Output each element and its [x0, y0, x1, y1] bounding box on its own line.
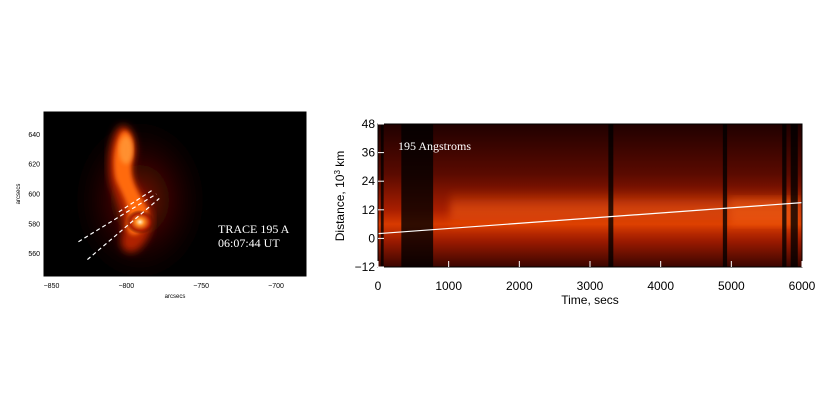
left-annotation-instrument: TRACE 195 A — [218, 222, 290, 236]
dashed-line-0 — [78, 193, 157, 243]
dark-bands — [380, 124, 798, 267]
left-annotation-time: 06:07:44 UT — [218, 236, 280, 250]
right-y-tick-label-3: 24 — [362, 174, 376, 188]
left-x-tick-label-2: −750 — [193, 283, 209, 290]
left-axis-ticks: −850 −800 −750 −700 560 580 600 620 640 — [28, 112, 306, 290]
fit-line — [378, 202, 802, 235]
dashed-line-1 — [87, 198, 160, 261]
dark-band-1 — [401, 124, 434, 267]
right-x-tick-label-2: 2000 — [506, 279, 533, 293]
dark-band-5 — [790, 124, 798, 267]
dark-band-2 — [608, 124, 614, 267]
right-y-tick-label-1: 0 — [368, 231, 375, 245]
left-y-tick-label-0: 560 — [28, 251, 40, 258]
right-time-distance-map — [378, 124, 802, 267]
left-x-tick-label-1: −800 — [118, 283, 134, 290]
right-y-tick-label-5: 48 — [362, 117, 376, 131]
right-y-tick-label-2: 12 — [362, 203, 376, 217]
right-annotation: 195 Angstroms — [398, 139, 471, 153]
left-y-tick-label-2: 600 — [28, 192, 40, 199]
right-y-tick-label-0: −12 — [355, 260, 376, 274]
right-y-axis-label-unit: km — [333, 151, 347, 170]
right-x-tick-label-4: 4000 — [647, 279, 674, 293]
right-y-tick-label-4: 36 — [362, 146, 376, 160]
right-x-tick-label-3: 3000 — [577, 279, 604, 293]
dashed-trace-lines — [78, 189, 160, 261]
right-x-axis-label: Time, secs — [561, 293, 619, 307]
right-panel: 0 1000 2000 3000 4000 5000 6000 −12 0 12 24 36 48 Ti… — [333, 117, 816, 307]
dark-band-4 — [782, 124, 787, 267]
right-x-tick-label-6: 6000 — [789, 279, 816, 293]
left-x-tick-label-3: −700 — [268, 283, 284, 290]
right-x-tick-label-5: 5000 — [718, 279, 745, 293]
right-x-tick-label-0: 0 — [375, 279, 382, 293]
dark-band-3 — [722, 124, 728, 267]
right-x-tick-label-1: 1000 — [435, 279, 462, 293]
right-y-axis-label: Distance, 103 km — [333, 151, 347, 242]
left-x-axis-label: arcsecs — [165, 294, 186, 300]
left-solar-image — [70, 115, 210, 276]
left-y-tick-label-4: 640 — [28, 132, 40, 139]
right-y-axis-label-exponent: 3 — [333, 170, 342, 175]
left-y-axis-label: arcsecs — [16, 184, 22, 205]
left-y-tick-label-1: 580 — [28, 221, 40, 228]
left-x-tick-label-0: −850 — [44, 283, 60, 290]
left-y-tick-label-3: 620 — [28, 162, 40, 169]
right-y-axis-label-main: Distance, 10 — [333, 174, 347, 241]
dark-band-0 — [380, 124, 384, 267]
right-axis-ticks: 0 1000 2000 3000 4000 5000 6000 −12 0 12 24 36 48 — [355, 117, 816, 293]
